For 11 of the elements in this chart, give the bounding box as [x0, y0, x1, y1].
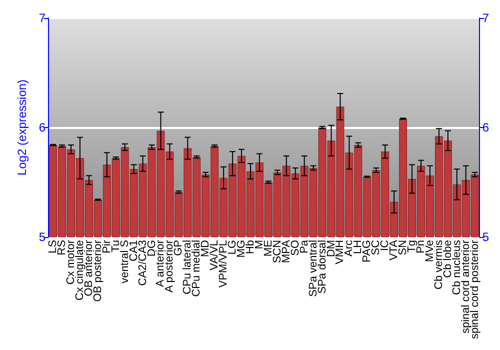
- y2-tick-label: 5: [482, 230, 490, 244]
- y2-tick-label: 6: [482, 120, 490, 134]
- y-tick-label: 6: [38, 120, 46, 134]
- x-tick-label: A posterior: [164, 240, 176, 293]
- y-axis-title: Log2 (expression): [15, 79, 29, 176]
- x-tick-label: SPa dorsal: [316, 240, 328, 294]
- x-tick-label: SCN: [271, 240, 284, 264]
- x-tick-label: MVe: [424, 240, 436, 262]
- x-tick-label: Tg: [406, 240, 418, 253]
- y-tick-label: 7: [38, 11, 46, 25]
- y2-tick-label: 7: [482, 11, 490, 25]
